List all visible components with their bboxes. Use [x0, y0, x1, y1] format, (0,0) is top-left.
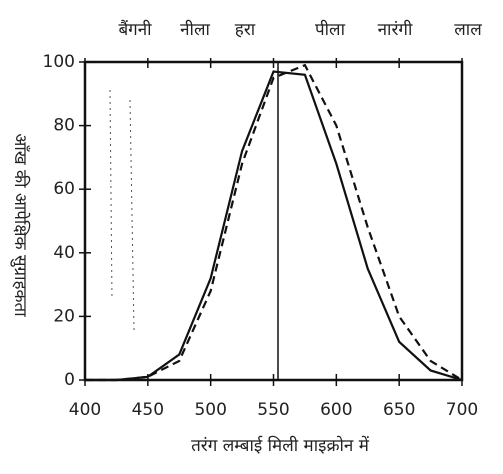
top-label: बैंगनी [118, 19, 152, 40]
dotted-mark [109, 89, 113, 301]
top-label: लाल [454, 20, 482, 40]
y-tick-label: 100 [43, 52, 75, 72]
y-tick-label: 20 [53, 306, 75, 326]
y-tick-label: 60 [53, 179, 75, 199]
plot-frame [83, 60, 464, 382]
top-label: हरा [235, 20, 256, 40]
x-tick-label: 650 [383, 400, 415, 420]
x-tick-label: 600 [320, 400, 352, 420]
curve [85, 63, 463, 382]
top-label: नीला [180, 19, 210, 40]
x-tick-label: 550 [257, 400, 289, 420]
x-tick-label: 450 [132, 400, 164, 420]
color-band-labels: बैंगनी नीला हरा पीला नारंगी लाल [118, 19, 482, 40]
y-tick-label: 0 [64, 370, 75, 390]
top-label: पीला [315, 19, 346, 40]
x-axis-label: तरंग लम्बाई मिली माइक्रोन में [191, 435, 370, 456]
x-tick-label: 500 [194, 400, 226, 420]
curve [85, 70, 463, 382]
y-axis-label: आँख की आपेक्षिक सुग्राहकता [10, 133, 31, 317]
x-tick-label: 400 [69, 400, 101, 420]
dotted-mark [129, 99, 135, 331]
y-tick-label: 80 [53, 116, 75, 136]
top-label: नारंगी [378, 19, 413, 40]
x-tick-label: 700 [446, 400, 478, 420]
y-tick-label: 40 [53, 243, 75, 263]
